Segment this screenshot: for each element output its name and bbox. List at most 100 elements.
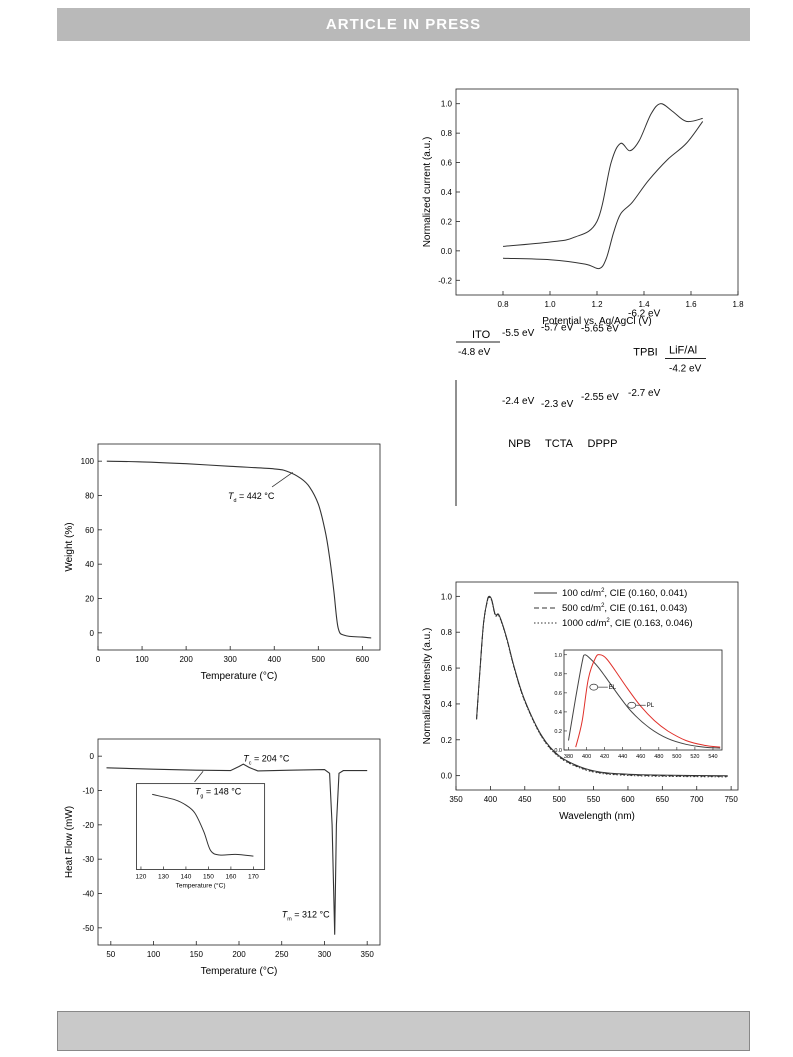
y-tick-label: -30	[82, 855, 94, 864]
el-series-0	[476, 595, 728, 777]
inset-pl-curve	[575, 654, 721, 748]
x-tick-label: 300	[224, 655, 238, 664]
x-tick-label: 400	[484, 795, 498, 804]
y-tick-label: 0.0	[441, 247, 453, 256]
x-tick-label: 450	[518, 795, 532, 804]
inset-y-tick-label: 0.4	[554, 710, 562, 716]
x-tick-label: 100	[135, 655, 149, 664]
dsc-curve	[106, 763, 368, 935]
x-axis-label: Temperature (°C)	[201, 966, 278, 977]
layer-homo-lumo-bottom: -6.2 eV	[628, 309, 661, 320]
article-in-press-banner: ARTICLE IN PRESS	[57, 8, 750, 41]
inset-x-tick-label: 540	[708, 754, 717, 760]
y-tick-label: -40	[82, 890, 94, 899]
cv-series-1	[502, 121, 704, 270]
x-tick-label: 1.6	[685, 300, 697, 309]
tg-annotation: Tg = 148 °C	[195, 786, 242, 799]
inset-y-tick-label: 0.0	[554, 748, 562, 754]
x-tick-label: 0.8	[497, 300, 509, 309]
y-tick-label: 100	[81, 457, 95, 466]
td-arrow	[271, 471, 293, 488]
x-tick-label: 600	[356, 655, 370, 664]
y-axis-label: Heat Flow (mW)	[64, 806, 75, 878]
layer-homo-lumo-top: -2.7 eV	[628, 388, 661, 399]
inset-x-tick-label: 150	[203, 873, 214, 880]
layer-homo-lumo-top: -2.3 eV	[541, 399, 574, 410]
inset-x-tick-label: 160	[225, 873, 236, 880]
el-inset-frame	[563, 649, 723, 751]
y-tick-label: 1.0	[441, 592, 453, 601]
tga-curve	[106, 460, 372, 639]
layer-name-lifal: LiF/Al	[669, 345, 697, 357]
x-tick-label: 300	[318, 950, 332, 959]
cv-chart: 0.8 1.0 1.2 1.4 1.6 1.8 -0.2 0.0 0.2 0.4 0.6 0.8 1.0…	[422, 88, 744, 327]
inset-el-curve	[568, 654, 721, 749]
tc-annotation: Tc = 204 °C	[243, 753, 290, 766]
tg-arrow	[194, 771, 204, 783]
x-tick-label: 200	[179, 655, 193, 664]
inset-x-axis-label: Temperature (°C)	[176, 881, 226, 889]
x-tick-label: 100	[147, 950, 161, 959]
inset-y-tick-label: 0.8	[554, 672, 562, 678]
plot-frame	[97, 443, 381, 651]
x-tick-label: 200	[232, 950, 246, 959]
el-series-2	[476, 596, 728, 778]
x-tick-label: 1.4	[638, 300, 650, 309]
layer-name-npb: NPB	[508, 438, 531, 450]
y-tick-label: 0.2	[441, 736, 453, 745]
y-tick-label: -10	[82, 787, 94, 796]
legend-entry: 100 cd/m2, CIE (0.160, 0.041)	[562, 588, 687, 599]
plot-frame	[455, 581, 739, 791]
x-tick-label: 1.8	[732, 300, 744, 309]
y-tick-label: 0.0	[441, 772, 453, 781]
y-tick-label: 0.8	[441, 628, 453, 637]
x-axis-label: Potential vs. Ag/AgCl (V)	[542, 316, 652, 327]
x-axis-label: Wavelength (nm)	[559, 811, 635, 822]
x-axis-label: Temperature (°C)	[201, 671, 278, 682]
inset-x-tick-label: 460	[636, 754, 645, 760]
layer-homo-lumo-bottom: -5.65 eV	[581, 324, 619, 335]
x-tick-label: 350	[449, 795, 463, 804]
x-tick-label: 750	[724, 795, 738, 804]
layer-homo-lumo-top: -2.4 eV	[502, 396, 535, 407]
y-tick-label: 0.6	[441, 159, 453, 168]
layer-homo-lumo-bottom: -5.5 eV	[502, 328, 535, 339]
y-tick-label: 0.2	[441, 217, 453, 226]
inset-y-tick-label: 0.6	[554, 691, 562, 697]
y-tick-label: 0	[90, 752, 95, 761]
td-annotation: Td = 442 °C	[228, 491, 275, 504]
layer-name-ito: ITO	[472, 329, 491, 341]
energy-level-diagram: ITO -4.8 eV NPB -2.4 eV -5.5 eV TCTA -2.3 eV -5…	[455, 309, 706, 506]
inset-x-tick-label: 120	[136, 873, 147, 880]
x-tick-label: 400	[268, 655, 282, 664]
inset-x-tick-label: 400	[582, 754, 591, 760]
layer-name-tcta: TCTA	[545, 438, 574, 450]
footer-bar	[57, 1011, 750, 1051]
y-axis-label: Weight (%)	[64, 522, 75, 571]
layer-energy-ito: -4.8 eV	[458, 347, 491, 358]
inset-x-tick-label: 480	[654, 754, 663, 760]
inset-x-tick-label: 440	[618, 754, 627, 760]
x-tick-label: 550	[587, 795, 601, 804]
inset-x-tick-label: 170	[248, 873, 259, 880]
inset-x-tick-label: 130	[158, 873, 169, 880]
y-tick-label: -20	[82, 821, 94, 830]
x-tick-label: 650	[656, 795, 670, 804]
inset-x-tick-label: 500	[672, 754, 681, 760]
inset-y-tick-label: 0.2	[554, 729, 562, 735]
y-tick-label: 0.4	[441, 700, 453, 709]
x-tick-label: 600	[621, 795, 635, 804]
x-tick-label: 50	[106, 950, 115, 959]
inset-x-tick-label: 140	[180, 873, 191, 880]
layer-homo-lumo-top: -2.55 eV	[581, 392, 619, 403]
layer-energy-lifal: -4.2 eV	[669, 364, 702, 375]
cv-series-0	[502, 103, 703, 247]
y-tick-label: 40	[85, 560, 94, 569]
tga-chart: 0 100 200 300 400 500 600 0 20 40 60 80 100 Temperatu…	[64, 443, 381, 682]
legend-entry: 500 cd/m2, CIE (0.161, 0.043)	[562, 603, 687, 614]
y-tick-label: 20	[85, 595, 94, 604]
legend-entry: 1000 cd/m2, CIE (0.163, 0.046)	[562, 618, 693, 629]
x-tick-label: 500	[312, 655, 326, 664]
dsc-inset-curve	[152, 793, 254, 857]
y-tick-label: 0.4	[441, 188, 453, 197]
